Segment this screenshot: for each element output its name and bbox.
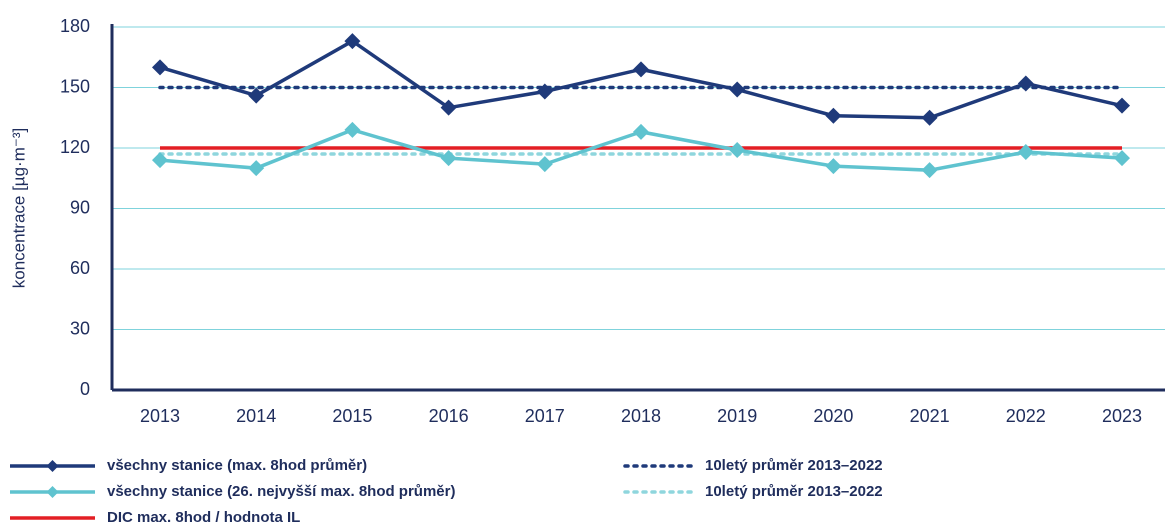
legend-label: všechny stanice (26. nejvyšší max. 8hod …: [107, 483, 456, 500]
y-tick-label: 120: [60, 137, 90, 157]
x-tick-label: 2021: [910, 406, 950, 426]
marker: [344, 33, 361, 50]
y-tick-label: 60: [70, 258, 90, 278]
marker: [344, 121, 361, 138]
marker: [1017, 144, 1034, 161]
marker: [825, 107, 842, 124]
marker: [729, 142, 746, 159]
marker: [1114, 150, 1130, 167]
y-axis-label: koncentrace [µg·m⁻³]: [9, 128, 28, 289]
x-tick-label: 2014: [236, 406, 276, 426]
series-line: [159, 39, 1123, 120]
marker: [248, 87, 265, 104]
legend-label: 10letý průměr 2013–2022: [705, 483, 883, 500]
marker: [921, 162, 938, 179]
legend-label: DIC max. 8hod / hodnota IL: [107, 509, 300, 526]
y-tick-label: 30: [70, 318, 90, 338]
marker: [729, 81, 746, 98]
marker: [633, 61, 649, 78]
marker: [1114, 97, 1130, 114]
marker: [633, 123, 649, 140]
x-tick-label: 2020: [813, 406, 853, 426]
legend-label: všechny stanice (max. 8hod průměr): [107, 457, 367, 474]
x-tick-label: 2017: [525, 406, 565, 426]
legend-marker: [46, 486, 59, 498]
marker: [825, 158, 842, 175]
x-tick-label: 2015: [332, 406, 372, 426]
marker: [248, 160, 265, 177]
y-tick-label: 150: [60, 76, 90, 96]
marker: [536, 83, 553, 100]
marker: [1017, 75, 1034, 92]
x-tick-label: 2023: [1102, 406, 1142, 426]
y-tick-label: 90: [70, 197, 90, 217]
x-tick-label: 2019: [717, 406, 757, 426]
y-tick-label: 180: [60, 16, 90, 36]
x-tick-label: 2016: [429, 406, 469, 426]
marker: [152, 152, 168, 169]
marker: [152, 59, 168, 76]
marker: [440, 99, 457, 116]
x-tick-label: 2018: [621, 406, 661, 426]
x-tick-label: 2013: [140, 406, 180, 426]
y-tick-label: 0: [80, 379, 90, 399]
legend-label: 10letý průměr 2013–2022: [705, 457, 883, 474]
legend-marker: [46, 460, 59, 472]
x-tick-label: 2022: [1006, 406, 1046, 426]
marker: [440, 150, 457, 167]
marker: [536, 156, 553, 173]
marker: [921, 109, 938, 126]
